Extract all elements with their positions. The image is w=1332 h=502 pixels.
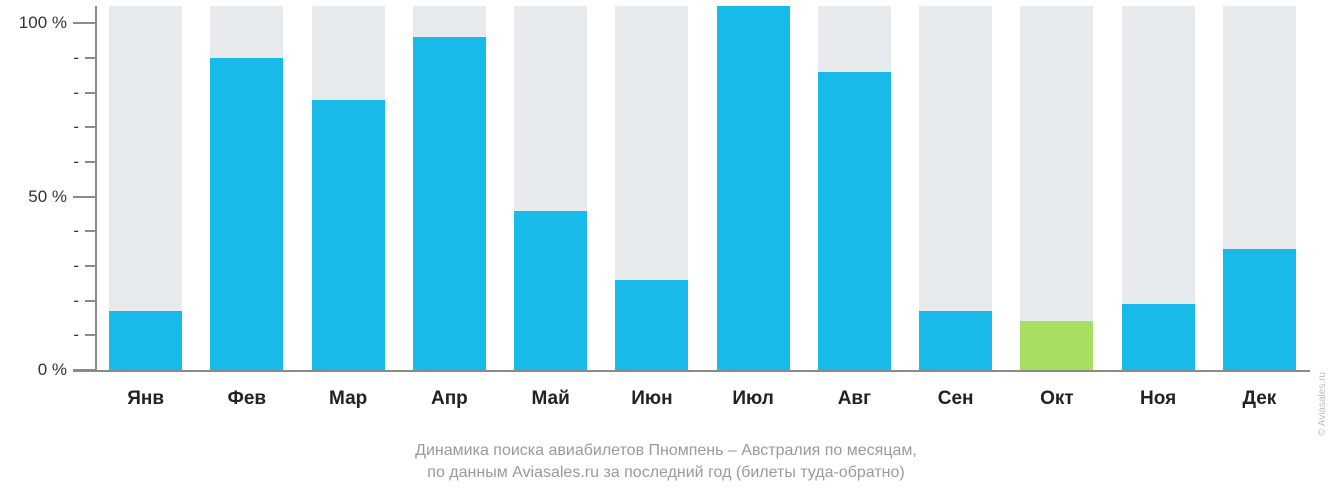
x-axis-label: Май: [531, 388, 569, 410]
bar: [1122, 304, 1195, 370]
y-tick-minor-label: -: [0, 291, 79, 311]
bar: [717, 6, 790, 370]
bar: [312, 100, 385, 370]
x-axis-line: [73, 370, 1310, 372]
caption-line-1: Динамика поиска авиабилетов Пномпень – А…: [415, 442, 917, 459]
y-tick-minor-label: -: [0, 48, 79, 68]
y-tick-label: 100 %: [0, 13, 67, 33]
x-axis-label: Янв: [127, 388, 164, 410]
y-tick-minor: [85, 126, 95, 128]
bar: [615, 280, 688, 370]
bar: [210, 58, 283, 370]
bar: [514, 211, 587, 370]
y-tick-minor: [85, 92, 95, 94]
y-tick-minor: [85, 57, 95, 59]
y-tick-minor-label: -: [0, 221, 79, 241]
watermark: © Aviasales.ru: [1317, 372, 1328, 436]
y-tick-minor: [85, 265, 95, 267]
x-axis-label: Дек: [1242, 388, 1276, 410]
bar: [818, 72, 891, 370]
y-tick-minor: [85, 230, 95, 232]
x-axis-label: Фев: [228, 388, 266, 410]
x-axis-label: Апр: [431, 388, 468, 410]
y-axis-line: [95, 6, 97, 370]
y-tick-minor-label: -: [0, 152, 79, 172]
y-tick-minor-label: -: [0, 117, 79, 137]
y-tick-minor-label: -: [0, 256, 79, 276]
bar: [413, 37, 486, 370]
y-tick-minor-label: -: [0, 83, 79, 103]
bar: [1223, 249, 1296, 370]
y-tick-minor: [85, 161, 95, 163]
y-tick-major: [73, 196, 95, 198]
x-axis-label: Ноя: [1140, 388, 1176, 410]
y-tick-minor: [85, 300, 95, 302]
y-tick-label: 50 %: [0, 187, 67, 207]
y-tick-label: 0 %: [0, 360, 67, 380]
y-tick-minor: [85, 334, 95, 336]
x-axis-label: Окт: [1040, 388, 1074, 410]
bar-background: [1020, 6, 1093, 370]
x-axis-label: Авг: [838, 388, 871, 410]
bar: [919, 311, 992, 370]
y-tick-major: [73, 22, 95, 24]
x-axis-label: Сен: [938, 388, 974, 410]
x-axis-label: Июл: [732, 388, 773, 410]
x-axis-label: Июн: [631, 388, 672, 410]
y-tick-minor-label: -: [0, 325, 79, 345]
chart-container: 0 % 50 % 100 % - - - - - - - - Янв Фев Мар Апр Май Июн И…: [0, 0, 1332, 502]
bar: [1020, 321, 1093, 370]
chart-caption: Динамика поиска авиабилетов Пномпень – А…: [0, 440, 1332, 483]
x-axis-label: Мар: [329, 388, 367, 410]
bar: [109, 311, 182, 370]
caption-line-2: по данным Aviasales.ru за последний год …: [427, 464, 904, 481]
